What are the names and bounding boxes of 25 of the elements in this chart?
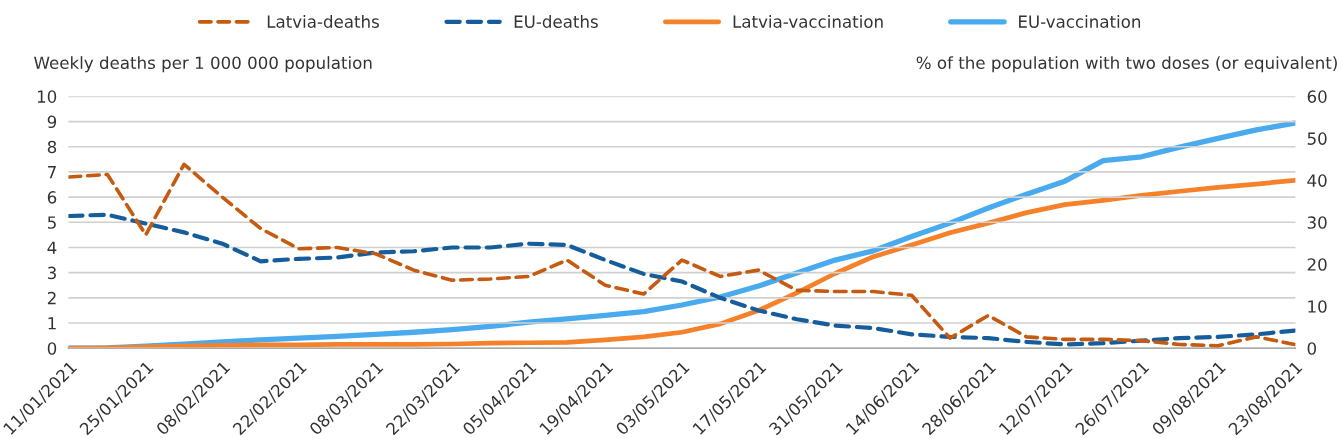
y-tick-label: 3 [47,266,56,280]
y-tick-label: 9 [47,115,57,129]
y2-tick-label: 40 [1307,174,1327,187]
y2-tick-label: 30 [1307,216,1327,229]
y2-tick-label: 20 [1307,258,1327,271]
y2-axis-title: % of the population with two doses (or equivalent) [916,56,1337,73]
y-tick-label: 2 [47,291,56,305]
y-axis-title: Weekly deaths per 1 000 000 population [34,56,372,73]
y2-tick-label: 10 [1308,300,1327,313]
y-tick-label: 4 [47,241,57,254]
y-tick-label: 0 [47,342,57,355]
line-series [68,212,1296,347]
legend-label: EU-vaccination [1019,15,1141,28]
y-tick-label: 6 [47,191,57,204]
legend-label: Latvia-vaccination [733,15,883,28]
y-tick-label: 7 [48,166,56,179]
y-tick-label: 1 [48,317,56,330]
y2-tick-label: 50 [1307,132,1327,145]
legend-label: Latvia-deaths [267,15,379,28]
y2-tick-label: 0 [1307,342,1317,355]
y-tick-label: 10 [37,90,57,103]
y-tick-label: 5 [47,216,56,229]
y-tick-label: 8 [47,140,57,154]
y2-tick-label: 60 [1307,90,1327,103]
legend-label: EU-deaths [514,15,598,28]
